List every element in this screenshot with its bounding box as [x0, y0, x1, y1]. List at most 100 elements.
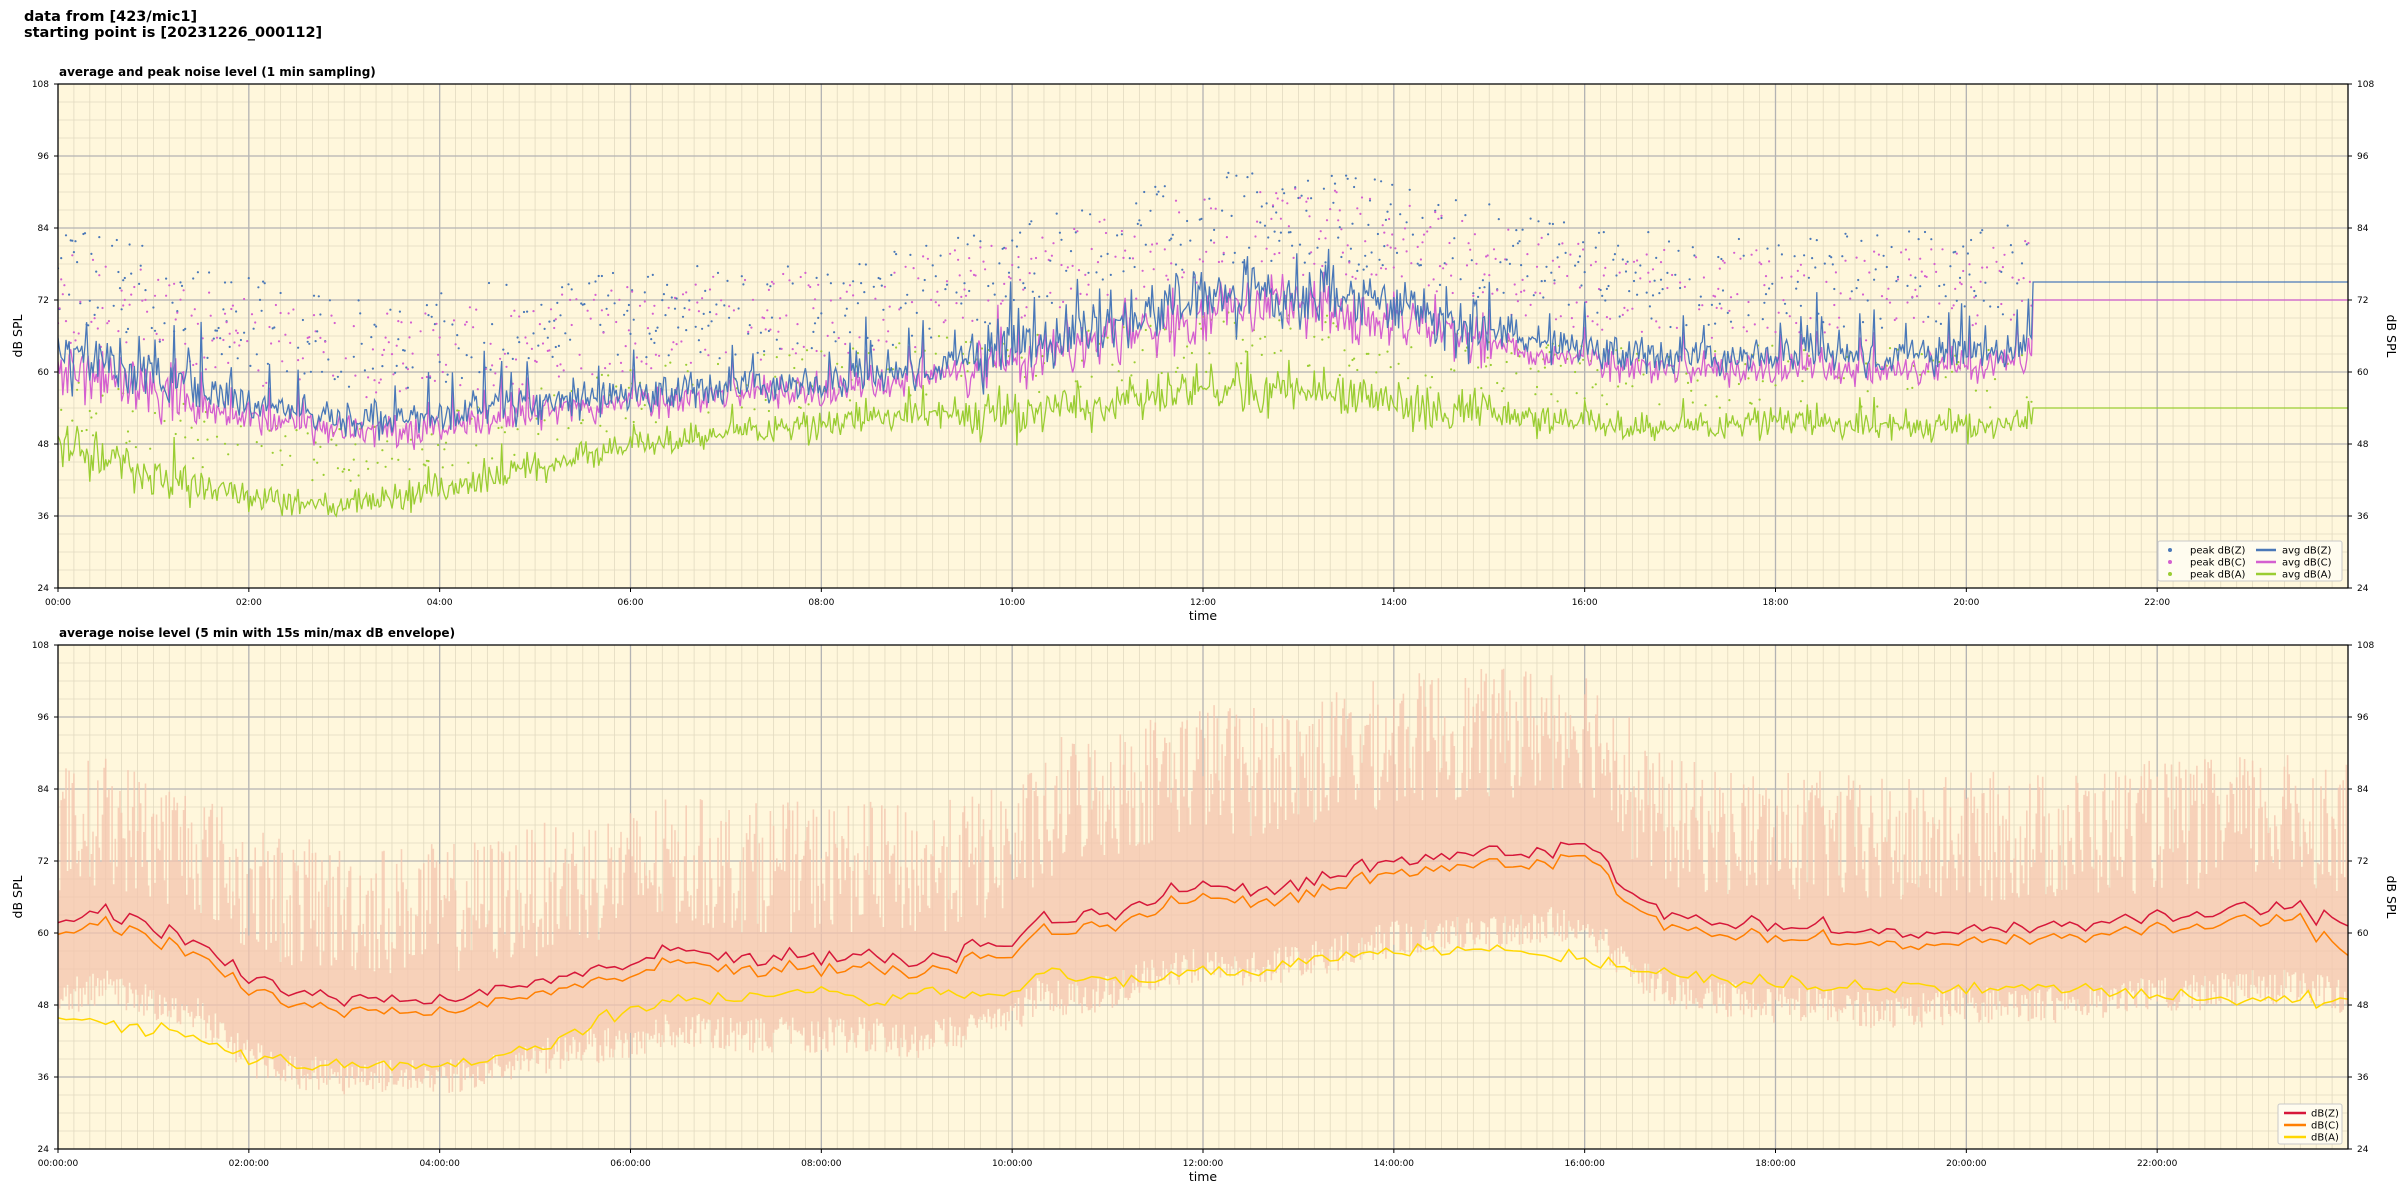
peak-point [1011, 263, 1014, 267]
peak-point [71, 254, 74, 257]
peak-point [1174, 263, 1178, 266]
legend-label: avg dB(C) [2282, 558, 2332, 569]
peak-point [1950, 307, 1954, 310]
peak-point [1567, 303, 1570, 306]
legend-box [2157, 540, 2343, 582]
peak-point [1861, 293, 1865, 296]
peak-point [1830, 256, 1833, 259]
peak-point [646, 275, 650, 278]
peak-point [1659, 261, 1663, 264]
peak-point [1558, 265, 1561, 268]
peak-point [1911, 295, 1914, 298]
peak-point [306, 340, 309, 343]
legend-label: avg dB(A) [2282, 570, 2332, 581]
peak-point [580, 302, 583, 305]
peak-point [1491, 292, 1494, 295]
peak-point [126, 327, 130, 330]
peak-point [1143, 190, 1146, 194]
peak-point [319, 336, 322, 339]
peak-point [1923, 230, 1927, 234]
peak-point [1019, 278, 1022, 281]
peak-point [1062, 300, 1065, 303]
peak-point [491, 364, 494, 367]
peak-point [1639, 264, 1642, 267]
peak-point [688, 299, 691, 302]
peak-point [880, 284, 883, 287]
series-dbz [58, 841, 2348, 1007]
peak-point [1367, 352, 1370, 355]
peak-point [1227, 171, 1230, 174]
peak-point [279, 311, 282, 315]
peak-point [1887, 287, 1890, 290]
peak-point [837, 336, 840, 340]
peak-point [1861, 321, 1865, 324]
peak-point [312, 314, 316, 317]
peak-point [1534, 393, 1537, 396]
peak-point [254, 321, 257, 324]
peak-point [966, 243, 969, 246]
peak-point [1381, 264, 1384, 267]
peak-point [88, 409, 91, 413]
peak-point [812, 307, 815, 310]
peak-point [1721, 259, 1725, 262]
peak-point [1873, 250, 1876, 253]
peak-point [1486, 254, 1489, 257]
peak-point [257, 286, 260, 289]
peak-point [249, 364, 252, 367]
peak-point [1354, 277, 1357, 280]
peak-point [1050, 254, 1053, 257]
peak-point [1733, 251, 1736, 254]
peak-point [1395, 251, 1399, 254]
peak-point [575, 298, 578, 301]
peak-point [1469, 248, 1472, 251]
peak-point [347, 385, 351, 388]
peak-point [88, 299, 91, 302]
peak-point [96, 327, 99, 330]
peak-point [549, 308, 553, 311]
peak-point [1470, 259, 1473, 262]
peak-point [1809, 317, 1812, 320]
peak-point [887, 330, 890, 333]
peak-point [685, 363, 688, 366]
y-tick-label: 108 [32, 641, 49, 651]
peak-point [1534, 291, 1537, 294]
peak-point [255, 353, 258, 356]
x-tick-label: 16:00:00 [1564, 1159, 1605, 1169]
peak-point [561, 286, 564, 289]
peak-point [402, 362, 405, 365]
peak-point [1968, 263, 1971, 266]
peak-point [683, 307, 686, 310]
peak-point [548, 349, 551, 352]
peak-point [538, 323, 542, 326]
x-tick-label: 14:00 [1381, 598, 1407, 608]
peak-point [1200, 217, 1203, 220]
peak-point [600, 373, 604, 376]
peak-point [1745, 330, 1748, 333]
peak-point [774, 375, 777, 378]
peak-point [1572, 325, 1575, 328]
peak-point [1799, 263, 1802, 266]
peak-point [125, 441, 128, 444]
peak-point [915, 311, 918, 314]
peak-point [1397, 362, 1400, 365]
peak-point [1515, 372, 1518, 375]
peak-point [1618, 315, 1621, 318]
peak-point [1613, 253, 1616, 256]
peak-point [1736, 293, 1739, 296]
peak-point [204, 368, 207, 371]
peak-point [1407, 377, 1410, 380]
peak-point [540, 303, 543, 306]
peak-point [1919, 285, 1922, 288]
peak-point [1526, 275, 1529, 278]
peak-point [872, 348, 875, 351]
peak-point [2024, 240, 2027, 243]
peak-point [1532, 294, 1535, 297]
peak-point [1138, 219, 1141, 222]
peak-point [1860, 239, 1863, 242]
peak-point [289, 454, 292, 457]
peak-point [1707, 323, 1710, 326]
peak-point [64, 234, 68, 237]
peak-point [1842, 325, 1845, 328]
peak-point [1251, 172, 1254, 175]
peak-point [250, 313, 254, 316]
